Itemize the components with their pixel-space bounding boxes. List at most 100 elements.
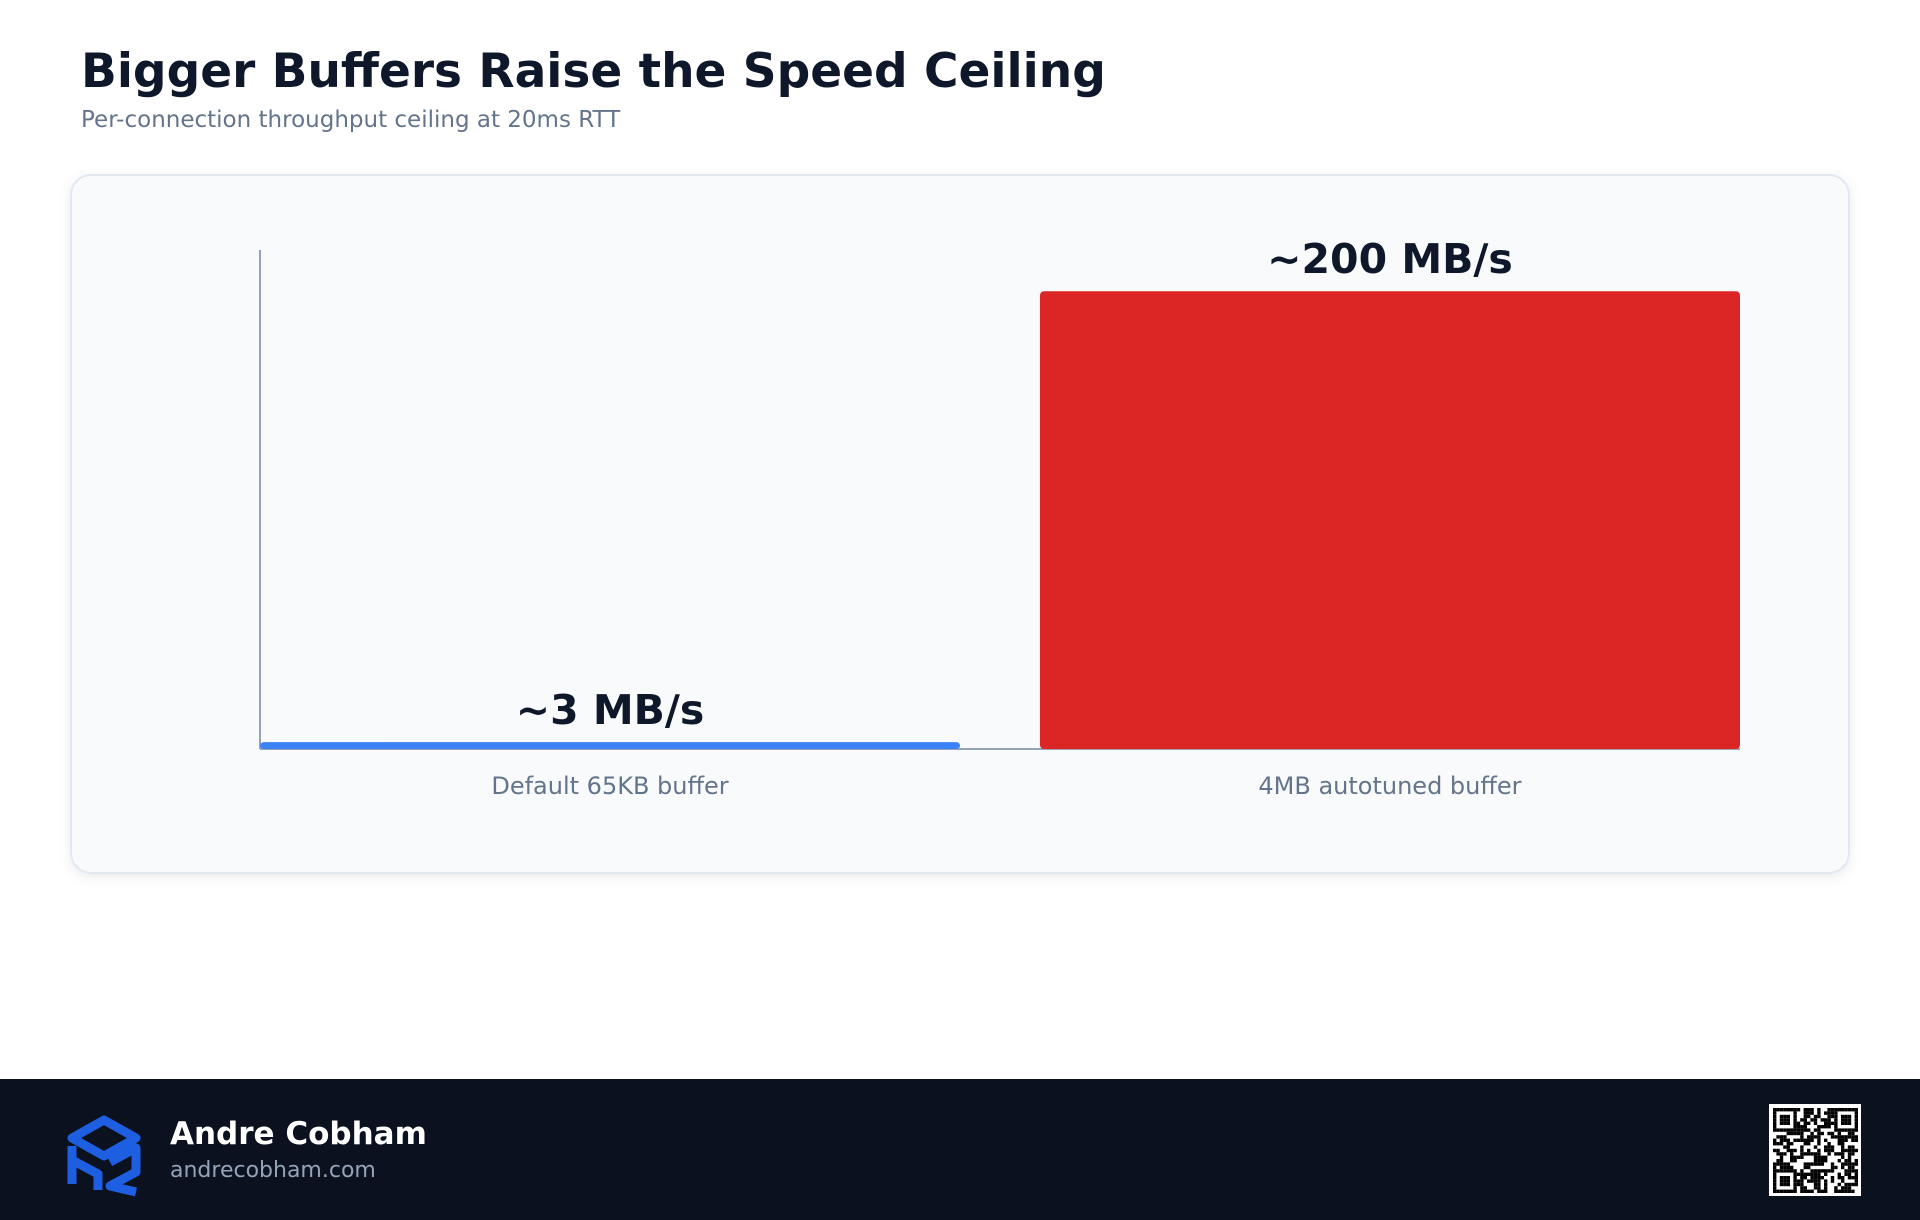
qr-module: [1803, 1138, 1807, 1142]
qr-module: [1783, 1138, 1787, 1142]
qr-module: [1851, 1145, 1855, 1149]
qr-module: [1786, 1176, 1790, 1180]
qr-module: [1834, 1135, 1838, 1139]
qr-module: [1793, 1138, 1797, 1142]
qr-module: [1810, 1108, 1814, 1112]
qr-module: [1786, 1179, 1790, 1183]
qr-module: [1810, 1162, 1814, 1166]
qr-module: [1783, 1128, 1787, 1132]
qr-module: [1820, 1131, 1824, 1136]
qr-module: [1776, 1148, 1780, 1153]
qr-module: [1844, 1121, 1848, 1125]
qr-module: [1810, 1135, 1814, 1139]
qr-module: [1820, 1125, 1824, 1129]
qr-module: [1851, 1108, 1855, 1112]
qr-module: [1813, 1152, 1818, 1156]
qr-module: [1813, 1128, 1818, 1132]
qr-module: [1776, 1162, 1780, 1166]
qr-module: [1790, 1159, 1794, 1163]
qr-module: [1844, 1169, 1848, 1173]
qr-module: [1783, 1162, 1787, 1166]
qr-module: [1854, 1138, 1858, 1142]
qr-module: [1793, 1125, 1797, 1129]
qr-module: [1847, 1108, 1852, 1112]
qr-module: [1813, 1145, 1818, 1149]
qr-module: [1817, 1125, 1821, 1129]
chart-subtitle: Per-connection throughput ceiling at 20m…: [81, 107, 621, 133]
qr-module: [1844, 1172, 1848, 1176]
qr-module: [1786, 1162, 1790, 1166]
qr-module: [1834, 1121, 1838, 1125]
qr-module: [1854, 1148, 1858, 1153]
qr-module: [1783, 1118, 1787, 1122]
qr-module: [1827, 1131, 1831, 1136]
qr-module: [1847, 1182, 1852, 1187]
qr-module: [1813, 1179, 1818, 1183]
qr-module: [1786, 1108, 1790, 1112]
qr-module: [1807, 1142, 1811, 1146]
qr-module: [1851, 1135, 1855, 1139]
qr-module: [1807, 1148, 1811, 1153]
qr-module: [1800, 1172, 1804, 1176]
qr-module: [1847, 1169, 1852, 1173]
qr-module: [1779, 1108, 1784, 1112]
qr-module: [1790, 1165, 1794, 1170]
qr-module: [1834, 1189, 1838, 1193]
qr-module: [1820, 1176, 1824, 1180]
qr-module: [1810, 1189, 1814, 1193]
qr-module: [1830, 1148, 1835, 1153]
qr-module: [1854, 1111, 1858, 1115]
qr-module: [1827, 1125, 1831, 1129]
qr-module: [1847, 1121, 1852, 1125]
qr-module: [1817, 1135, 1821, 1139]
qr-module: [1827, 1114, 1831, 1119]
qr-module: [1807, 1162, 1811, 1166]
qr-module: [1844, 1118, 1848, 1122]
qr-module: [1773, 1142, 1777, 1146]
bar: [1039, 291, 1740, 749]
qr-module: [1837, 1108, 1841, 1112]
qr-module: [1776, 1189, 1780, 1193]
qr-module: [1813, 1121, 1818, 1125]
qr-module: [1844, 1182, 1848, 1187]
qr-module: [1820, 1155, 1824, 1159]
qr-module: [1796, 1128, 1801, 1132]
qr-module: [1810, 1152, 1814, 1156]
qr-module: [1796, 1179, 1801, 1183]
qr-module: [1796, 1131, 1801, 1136]
chart-title: Bigger Buffers Raise the Speed Ceiling: [81, 44, 1106, 99]
qr-module: [1847, 1114, 1852, 1119]
qr-module: [1803, 1121, 1807, 1125]
qr-module: [1844, 1108, 1848, 1112]
qr-module: [1803, 1114, 1807, 1119]
qr-module: [1854, 1159, 1858, 1163]
qr-module: [1841, 1135, 1845, 1139]
qr-module: [1783, 1165, 1787, 1170]
qr-module: [1851, 1189, 1855, 1193]
qr-module: [1854, 1169, 1858, 1173]
qr-module: [1817, 1148, 1821, 1153]
qr-module: [1824, 1169, 1828, 1173]
qr-module: [1773, 1165, 1777, 1170]
qr-module: [1817, 1152, 1821, 1156]
qr-module: [1779, 1176, 1784, 1180]
qr-module: [1810, 1138, 1814, 1142]
qr-module: [1813, 1172, 1818, 1176]
qr-module: [1847, 1162, 1852, 1166]
qr-module: [1847, 1186, 1852, 1190]
qr-module: [1841, 1138, 1845, 1142]
qr-module: [1841, 1142, 1845, 1146]
qr-module: [1844, 1189, 1848, 1193]
qr-module: [1841, 1155, 1845, 1159]
qr-module: [1803, 1111, 1807, 1115]
qr-module: [1837, 1142, 1841, 1146]
qr-module: [1854, 1162, 1858, 1166]
qr-module: [1779, 1138, 1784, 1142]
qr-module: [1824, 1138, 1828, 1142]
qr-module: [1830, 1131, 1835, 1136]
qr-module: [1824, 1148, 1828, 1153]
qr-module: [1830, 1169, 1835, 1173]
qr-module: [1834, 1128, 1838, 1132]
qr-module: [1807, 1152, 1811, 1156]
